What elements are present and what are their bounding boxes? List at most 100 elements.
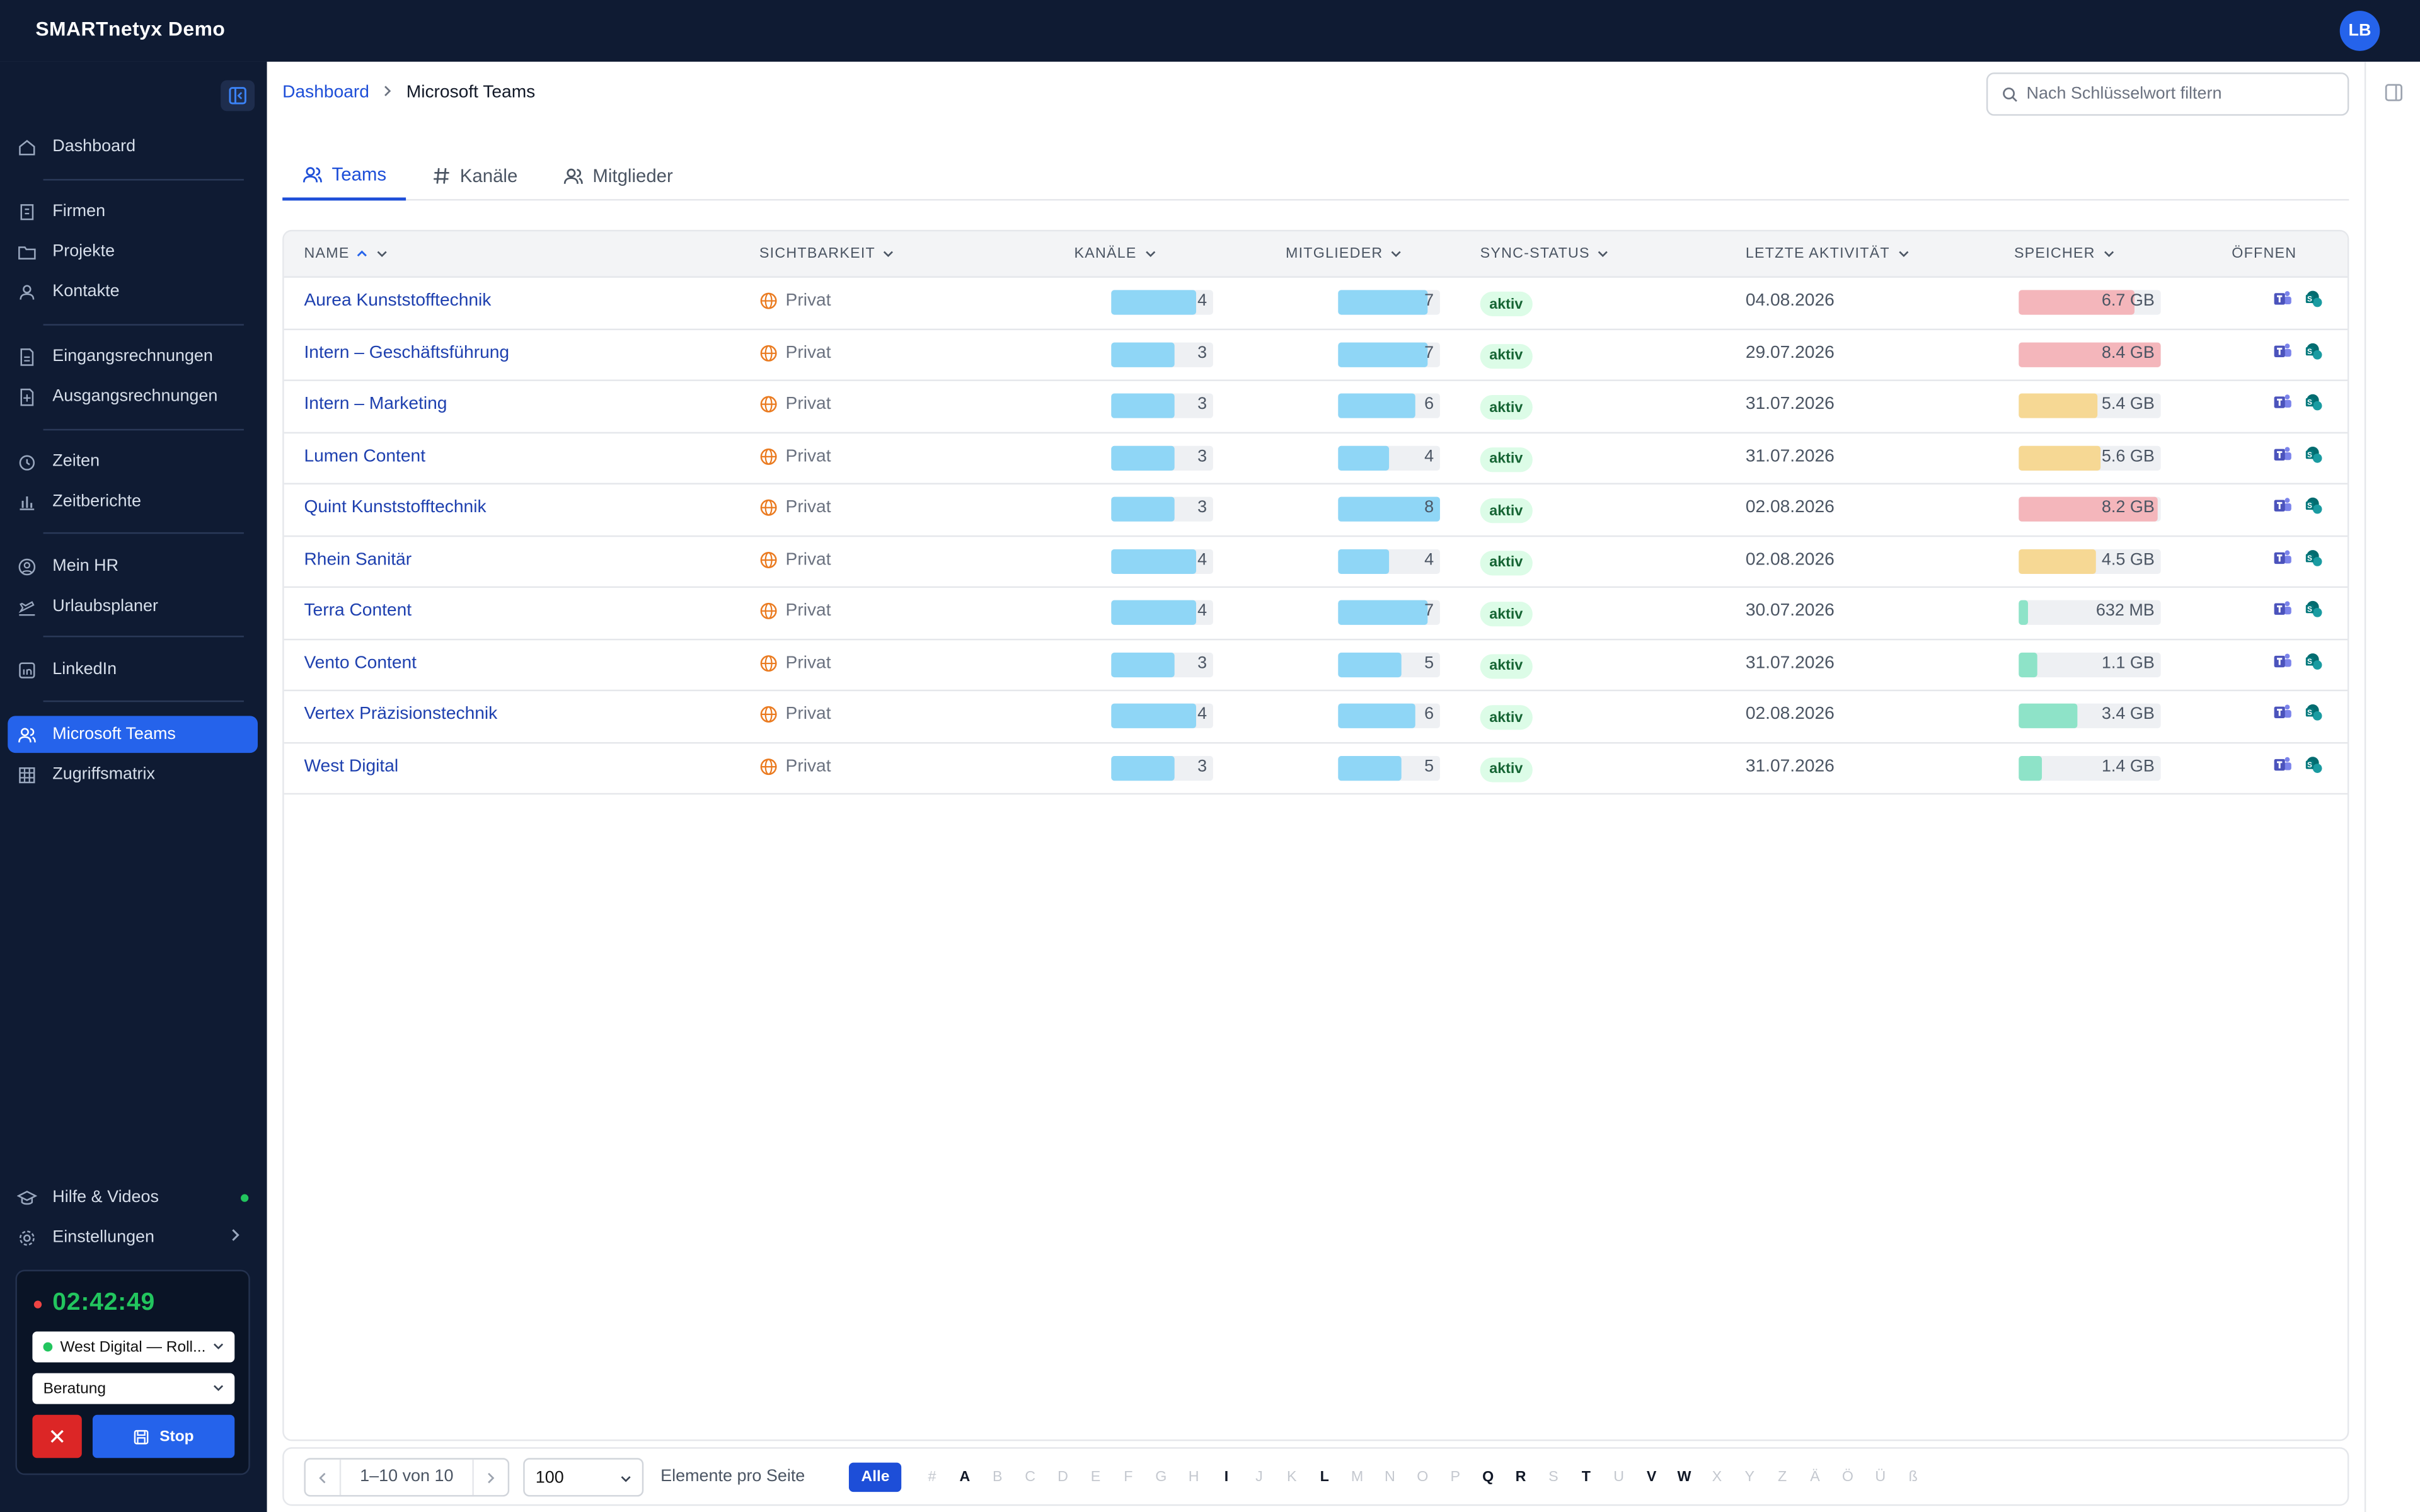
- storage-bar-fill: [2019, 651, 2037, 677]
- sidebar-item-label: Eingangsrechnungen: [52, 347, 213, 366]
- last-activity-date: 02.08.2026: [1745, 550, 1835, 569]
- teams-icon: [15, 724, 37, 745]
- alpha-filter-letter[interactable]: T: [1581, 1469, 1591, 1486]
- sharepoint-icon[interactable]: S: [2304, 341, 2322, 360]
- visibility-cell: Privat: [759, 498, 831, 517]
- column-header-channels[interactable]: KANÄLE: [1075, 245, 1157, 262]
- next-page-button[interactable]: [474, 1460, 508, 1495]
- column-header-members[interactable]: MITGLIEDER: [1286, 245, 1403, 262]
- team-name-link[interactable]: Lumen Content: [304, 446, 426, 466]
- alpha-filter-all[interactable]: Alle: [848, 1462, 902, 1492]
- team-name-link[interactable]: Quint Kunststofftechnik: [304, 498, 487, 517]
- alpha-filter-letter[interactable]: Q: [1482, 1469, 1494, 1486]
- team-name-link[interactable]: Rhein Sanitär: [304, 550, 412, 569]
- teams-app-icon[interactable]: [2273, 341, 2291, 358]
- sharepoint-icon[interactable]: S: [2304, 393, 2322, 411]
- sharepoint-icon[interactable]: S: [2304, 497, 2322, 515]
- sharepoint-icon[interactable]: S: [2304, 549, 2322, 567]
- sharepoint-icon[interactable]: S: [2304, 600, 2322, 619]
- team-name-link[interactable]: Intern – Marketing: [304, 394, 447, 414]
- teams-app-icon[interactable]: [2273, 755, 2291, 772]
- teams-app-icon[interactable]: [2273, 445, 2291, 462]
- column-header-name[interactable]: NAME: [304, 245, 389, 262]
- storage-size: 8.4 GB: [2101, 343, 2155, 362]
- page-size-select[interactable]: 100: [523, 1458, 644, 1497]
- sidebar-item-linkedin[interactable]: LinkedIn: [8, 651, 258, 688]
- team-name-link[interactable]: Vento Content: [304, 653, 417, 672]
- column-header-last-activity[interactable]: LETZTE AKTIVITÄT: [1746, 245, 1910, 262]
- teams-app-icon[interactable]: [2273, 600, 2291, 617]
- visibility-label: Privat: [785, 498, 831, 517]
- sharepoint-icon[interactable]: S: [2304, 704, 2322, 722]
- team-name-link[interactable]: Vertex Präzisionstechnik: [304, 705, 498, 724]
- alpha-filter-letter[interactable]: L: [1320, 1469, 1329, 1486]
- column-header-storage[interactable]: SPEICHER: [2014, 245, 2116, 262]
- channels-bar-fill: [1111, 548, 1196, 573]
- table-header: NAME SICHTBARKEIT KANÄLE MITGLIEDER SYNC-STA…: [284, 231, 2348, 278]
- team-name-link[interactable]: West Digital: [304, 757, 399, 776]
- storage-bar: 632 MB: [2019, 600, 2161, 625]
- teams-app-icon[interactable]: [2273, 704, 2291, 721]
- alpha-filter-letter[interactable]: W: [1677, 1469, 1691, 1486]
- sidebar-collapse-button[interactable]: [221, 80, 255, 112]
- sharepoint-icon[interactable]: S: [2304, 652, 2322, 670]
- table-row: West Digital Privat 3 5 aktiv 31.07.2026 1.4 G…: [284, 743, 2348, 795]
- sidebar-item-hilfe-videos[interactable]: Hilfe & Videos: [8, 1179, 258, 1216]
- sidebar-item-dashboard[interactable]: Dashboard: [8, 128, 258, 165]
- sidebar-item-einstellungen[interactable]: Einstellungen: [8, 1219, 258, 1256]
- teams-app-icon[interactable]: [2273, 652, 2291, 669]
- team-name-link[interactable]: Terra Content: [304, 602, 412, 621]
- teams-app-icon[interactable]: [2273, 393, 2291, 410]
- panel-toggle-icon[interactable]: [2385, 83, 2403, 101]
- prev-page-button[interactable]: [306, 1460, 340, 1495]
- column-header-visibility[interactable]: SICHTBARKEIT: [759, 245, 896, 262]
- timer-stop-button[interactable]: Stop: [92, 1414, 235, 1458]
- column-header-sync-status[interactable]: SYNC-STATUS: [1480, 245, 1610, 262]
- tab-channels[interactable]: Kanäle: [432, 151, 517, 200]
- alpha-filter-letter[interactable]: A: [959, 1469, 971, 1486]
- sidebar-item-eingangsrechnungen[interactable]: Eingangsrechnungen: [8, 338, 258, 375]
- teams-app-icon[interactable]: [2273, 497, 2291, 514]
- sidebar-item-zeitberichte[interactable]: Zeitberichte: [8, 483, 258, 520]
- sidebar-item-zugriffsmatrix[interactable]: Zugriffsmatrix: [8, 756, 258, 793]
- tab-teams[interactable]: Teams: [282, 151, 406, 201]
- teams-app-icon[interactable]: [2273, 290, 2291, 307]
- search-box[interactable]: [1986, 72, 2349, 116]
- tab-members[interactable]: Mitglieder: [563, 151, 673, 200]
- sidebar-item-urlaubsplaner[interactable]: Urlaubsplaner: [8, 588, 258, 625]
- alpha-filter-letter[interactable]: I: [1224, 1469, 1229, 1486]
- team-name-link[interactable]: Intern – Geschäftsführung: [304, 343, 510, 362]
- sharepoint-icon[interactable]: S: [2304, 445, 2322, 464]
- user-avatar[interactable]: LB: [2339, 11, 2380, 51]
- sidebar-item-ausgangsrechnungen[interactable]: Ausgangsrechnungen: [8, 378, 258, 415]
- storage-bar: 8.2 GB: [2019, 496, 2161, 522]
- table-row: Rhein Sanitär Privat 4 4 aktiv 02.08.2026 4.5 …: [284, 536, 2348, 588]
- sharepoint-icon[interactable]: S: [2304, 755, 2322, 774]
- sidebar-item-firmen[interactable]: Firmen: [8, 193, 258, 230]
- globe-icon: [760, 551, 777, 568]
- alpha-filter-letter: Ü: [1875, 1469, 1886, 1486]
- sidebar-item-microsoft-teams[interactable]: Microsoft Teams: [8, 716, 258, 753]
- sidebar-item-mein-hr[interactable]: Mein HR: [8, 547, 258, 585]
- members-bar: 6: [1338, 703, 1440, 728]
- team-name-link[interactable]: Aurea Kunststofftechnik: [304, 291, 492, 311]
- sharepoint-icon[interactable]: S: [2304, 290, 2322, 308]
- timer-project-select[interactable]: West Digital — Roll...: [32, 1331, 235, 1363]
- sidebar-item-zeiten[interactable]: Zeiten: [8, 443, 258, 480]
- timer-activity-select[interactable]: Beratung: [32, 1373, 235, 1404]
- sidebar-collapse-icon: [229, 87, 246, 105]
- alpha-filter-letter: N: [1385, 1469, 1395, 1486]
- channels-bar-fill: [1111, 600, 1196, 625]
- storage-size: 632 MB: [2095, 602, 2155, 621]
- sidebar-item-projekte[interactable]: Projekte: [8, 233, 258, 270]
- search-input[interactable]: [2026, 84, 2336, 104]
- sidebar-item-label: Zeiten: [52, 452, 100, 471]
- alpha-filter-letter[interactable]: R: [1515, 1469, 1526, 1486]
- members-count: 5: [1424, 757, 1434, 776]
- alpha-filter-letter[interactable]: V: [1646, 1469, 1657, 1486]
- timer-cancel-button[interactable]: ✕: [32, 1414, 82, 1458]
- sidebar-item-kontakte[interactable]: Kontakte: [8, 273, 258, 310]
- alpha-filter-letter: D: [1057, 1469, 1069, 1486]
- breadcrumb-dashboard-link[interactable]: Dashboard: [282, 83, 369, 102]
- teams-app-icon[interactable]: [2273, 549, 2291, 566]
